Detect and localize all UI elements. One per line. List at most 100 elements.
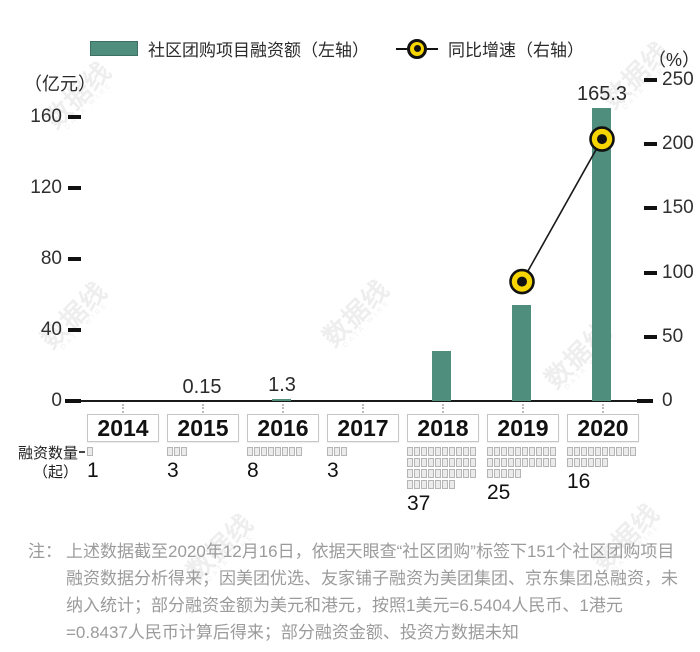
right-axis-tick-label: 150: [662, 197, 694, 219]
right-axis-tick-label: 250: [662, 69, 694, 90]
financing-count-value: 16: [567, 470, 591, 493]
count-square: [341, 447, 347, 456]
x-axis-year: 2015: [167, 414, 239, 442]
counts-axis-dash: [79, 451, 85, 453]
count-square: [550, 458, 556, 467]
footnote: 注： 上述数据截至2020年12月16日，依据天眼查“社区团购”标签下151个社…: [28, 538, 678, 646]
count-square: [595, 458, 601, 467]
x-axis-tick: [122, 404, 124, 413]
count-square: [435, 480, 441, 489]
count-square: [435, 447, 441, 456]
count-square: [435, 469, 441, 478]
x-axis-year: 2016: [247, 414, 319, 442]
count-square: [449, 480, 455, 489]
count-square: [421, 480, 427, 489]
count-square: [428, 480, 434, 489]
growth-line: [521, 138, 603, 282]
count-square: [414, 469, 420, 478]
x-axis-tick: [282, 404, 284, 413]
count-square: [327, 447, 333, 456]
left-axis-unit: （亿元）: [24, 74, 96, 94]
financing-bar: [432, 351, 451, 401]
count-square: [616, 447, 622, 456]
count-square: [174, 447, 180, 456]
right-axis-tick: [644, 334, 657, 339]
bar-value-label: 165.3: [576, 83, 628, 105]
financing-count-squares: [567, 447, 639, 469]
growth-dot-center: [597, 134, 607, 145]
count-square: [494, 458, 500, 467]
right-axis-tick: [644, 270, 657, 275]
count-square: [442, 447, 448, 456]
count-square: [428, 458, 434, 467]
financing-count-value: 1: [87, 459, 99, 482]
count-square: [574, 447, 580, 456]
count-square: [543, 447, 549, 456]
count-square: [536, 447, 542, 456]
x-axis-tick: [442, 404, 444, 413]
right-axis-tick-label: 100: [662, 261, 694, 283]
count-square: [421, 447, 427, 456]
count-square: [529, 458, 535, 467]
count-square: [543, 458, 549, 467]
count-square: [494, 447, 500, 456]
x-axis-year: 2017: [327, 414, 399, 442]
count-square: [442, 458, 448, 467]
left-axis-tick-label: 40: [40, 319, 62, 340]
count-square: [602, 458, 608, 467]
left-axis-tick-label: 160: [30, 106, 62, 127]
count-square: [261, 447, 267, 456]
right-axis-tick: [644, 142, 657, 147]
count-square: [470, 469, 476, 478]
left-axis-tick: [68, 115, 81, 119]
financing-count-value: 25: [487, 481, 511, 504]
count-square: [407, 458, 413, 467]
x-axis-tick: [522, 404, 524, 413]
count-square: [275, 447, 281, 456]
count-square: [501, 458, 507, 467]
x-axis-year: 2014: [87, 414, 159, 442]
count-square: [536, 458, 542, 467]
legend-label: 同比增速（右轴）: [448, 41, 584, 60]
count-square: [602, 447, 608, 456]
count-square: [456, 458, 462, 467]
count-square: [428, 469, 434, 478]
count-square: [289, 447, 295, 456]
count-square: [623, 447, 629, 456]
left-axis-tick-label: 0: [51, 390, 62, 411]
count-square: [421, 469, 427, 478]
x-axis-tick: [202, 404, 204, 413]
count-square: [181, 447, 187, 456]
bar-value-label: 1.3: [268, 374, 296, 396]
left-axis-tick-label: 120: [30, 177, 62, 198]
x-axis-end-tick: [637, 399, 653, 403]
x-axis-line: [65, 400, 653, 402]
count-square: [470, 458, 476, 467]
financing-count-squares: [87, 447, 159, 458]
left-axis-tick-label: 80: [40, 248, 62, 269]
count-square: [254, 447, 260, 456]
count-square: [630, 447, 636, 456]
count-square: [442, 469, 448, 478]
count-square: [435, 458, 441, 467]
financing-bar: [272, 399, 291, 401]
left-axis-tick: [68, 328, 81, 332]
count-square: [567, 447, 573, 456]
x-axis-year: 2018: [407, 414, 479, 442]
count-square: [508, 447, 514, 456]
count-square: [449, 469, 455, 478]
count-square: [494, 469, 500, 478]
count-square: [501, 447, 507, 456]
count-square: [428, 447, 434, 456]
count-square: [588, 458, 594, 467]
count-square: [421, 458, 427, 467]
count-square: [442, 480, 448, 489]
count-square: [167, 447, 173, 456]
legend-item-growth: 同比增速（右轴）: [396, 36, 584, 61]
counts-axis-label: 融资数量 （起）: [17, 445, 78, 481]
right-axis-tick: [644, 78, 657, 82]
count-square: [581, 447, 587, 456]
right-axis-tick-label: 50: [662, 325, 684, 347]
